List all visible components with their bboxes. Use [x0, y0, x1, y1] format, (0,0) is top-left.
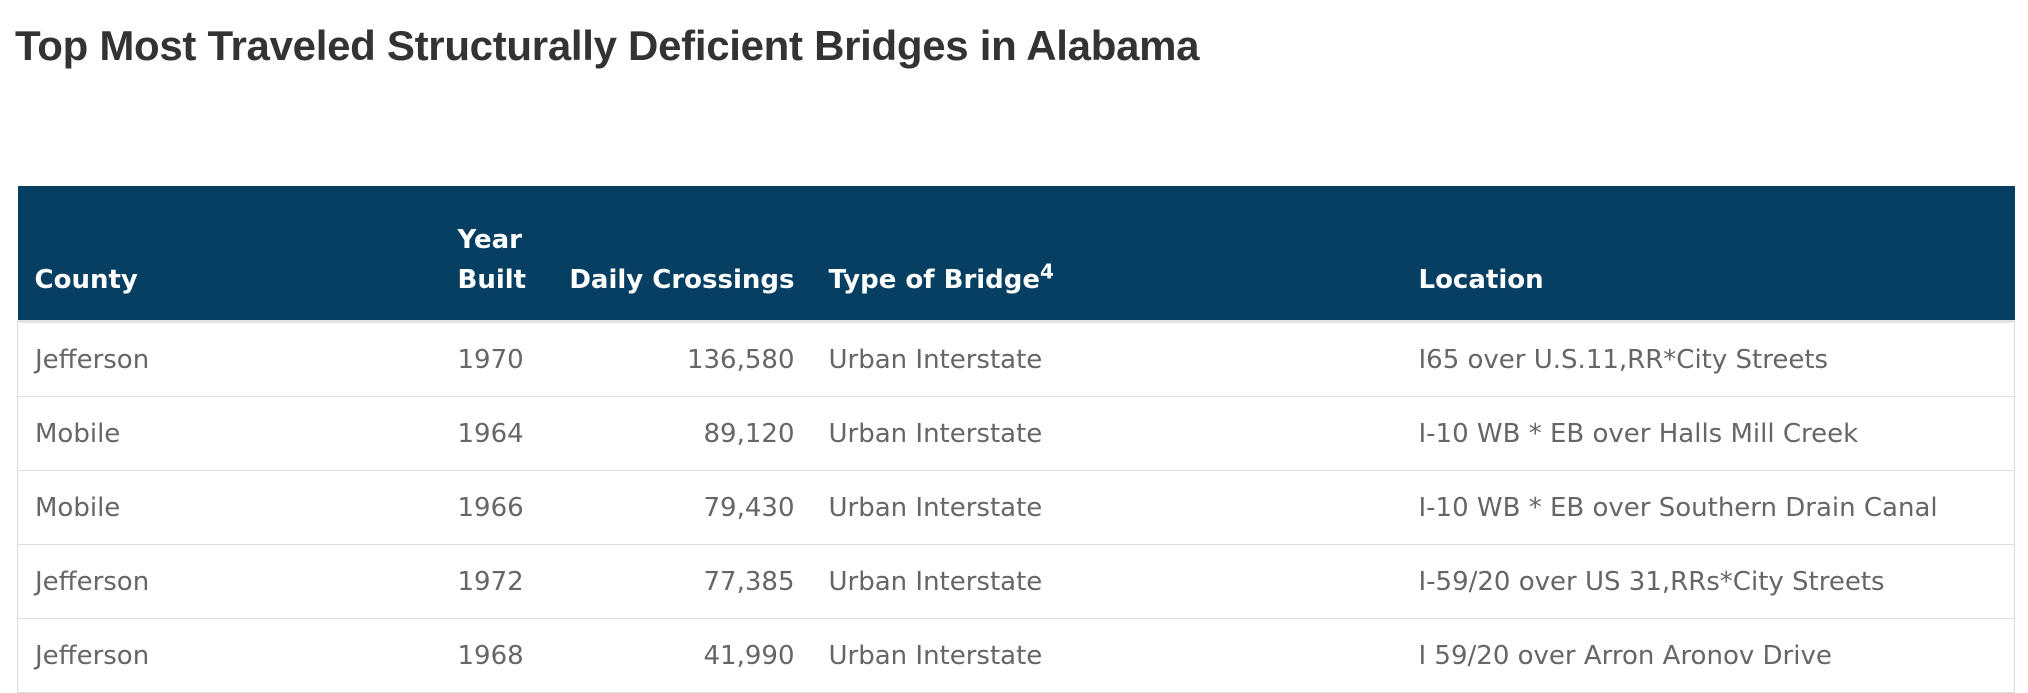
table-cell: I-59/20 over US 31,RRs*City Streets [1401, 544, 2015, 619]
table-row: Mobile 1964 89,120 Urban Interstate I-10 WB … [17, 396, 2015, 471]
table-cell: I 59/20 over Arron Aronov Drive [1401, 618, 2015, 693]
table-cell: Urban Interstate [811, 396, 1402, 471]
table-cell: 1970 [440, 321, 532, 397]
bridges-table: County Year Built Daily Crossings Type of B… [17, 186, 2015, 693]
column-header: Location [1401, 186, 2015, 323]
table-cell: Mobile [17, 470, 441, 545]
table-cell: 41,990 [531, 618, 812, 693]
table-row: Jefferson 1972 77,385 Urban Interstate I-59/… [17, 544, 2015, 619]
table-cell: 1966 [440, 470, 532, 545]
table-cell: Urban Interstate [811, 470, 1402, 545]
table-cell: 89,120 [531, 396, 812, 471]
column-label: Location [1418, 265, 1544, 295]
table-cell: I65 over U.S.11,RR*City Streets [1401, 321, 2015, 397]
table-cell: Jefferson [17, 544, 441, 619]
page: {"header": {"title": "Top Most Traveled … [15, 22, 2015, 693]
column-label: Year Built [457, 225, 527, 295]
column-label: Type of Bridge [828, 265, 1041, 295]
table-cell: 1964 [440, 396, 532, 471]
table-row: Mobile 1966 79,430 Urban Interstate I-10 WB … [17, 470, 2015, 545]
table-cell: Urban Interstate [811, 544, 1402, 619]
table-row: Jefferson 1970 136,580 Urban Interstate I65 … [17, 321, 2015, 397]
table-cell: 79,430 [531, 470, 812, 545]
column-header: Daily Crossings [531, 186, 812, 323]
table-cell: 136,580 [531, 321, 812, 397]
table-cell: Urban Interstate [811, 321, 1402, 397]
column-header: County [17, 186, 441, 323]
table-cell: I-10 WB * EB over Southern Drain Canal [1401, 470, 2015, 545]
table-cell: 77,385 [531, 544, 812, 619]
table-cell: Urban Interstate [811, 618, 1402, 693]
page-title: Top Most Traveled Structurally Deficient… [15, 22, 1200, 69]
table-cell: I-10 WB * EB over Halls Mill Creek [1401, 396, 2015, 471]
column-label: County [34, 265, 138, 295]
table-cell: 1972 [440, 544, 532, 619]
table-cell: Jefferson [17, 618, 441, 693]
column-header: Year Built [440, 186, 532, 323]
column-header: Type of Bridge4 [811, 186, 1402, 323]
table-cell: Jefferson [17, 321, 441, 397]
column-label: Daily Crossings [569, 265, 795, 295]
table-cell: 1968 [440, 618, 532, 693]
footnote-ref: 4 [1040, 259, 1054, 284]
table-row: Jefferson 1968 41,990 Urban Interstate I 59/… [17, 618, 2015, 693]
table-cell: Mobile [17, 396, 441, 471]
